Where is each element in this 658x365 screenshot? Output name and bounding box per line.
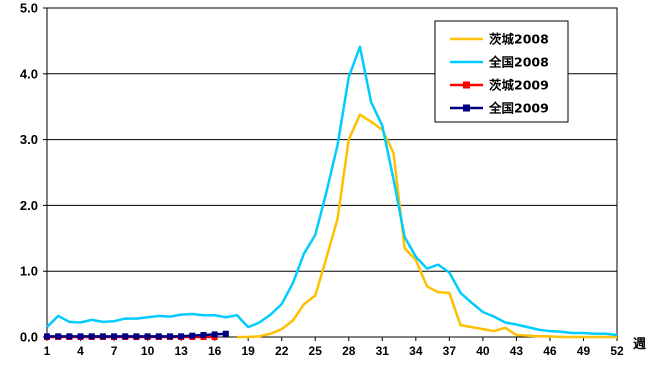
legend-item: 茨城2008 bbox=[450, 32, 549, 47]
x-tick-label: 52 bbox=[610, 344, 624, 358]
x-tick-label: 28 bbox=[342, 344, 356, 358]
x-tick-label: 49 bbox=[577, 344, 591, 358]
gridlines bbox=[47, 73, 617, 272]
legend-item: 全国2009 bbox=[450, 101, 549, 116]
x-tick-label: 4 bbox=[77, 344, 84, 358]
data-point bbox=[111, 333, 118, 340]
x-tick-label: 7 bbox=[111, 344, 118, 358]
legend-item: 全国2008 bbox=[450, 55, 549, 70]
x-axis-ticks: 1 4 7 10 13 16 19 22 25 28 31 34 37 40 43 46 49 52 bbox=[44, 337, 624, 358]
x-axis-label: 週 bbox=[633, 337, 646, 352]
x-tick-label: 1 bbox=[44, 344, 51, 358]
x-tick-label: 22 bbox=[275, 344, 289, 358]
legend-label: 全国2009 bbox=[488, 101, 549, 116]
series-lines bbox=[44, 45, 618, 340]
x-tick-label: 16 bbox=[208, 344, 222, 358]
legend-marker bbox=[463, 81, 470, 89]
y-tick-label: 3.0 bbox=[20, 132, 38, 147]
x-tick-label: 19 bbox=[241, 344, 255, 358]
data-point bbox=[44, 333, 50, 340]
data-point bbox=[178, 333, 185, 340]
data-point bbox=[133, 333, 140, 340]
data-point bbox=[222, 330, 229, 337]
legend-label: 茨城2009 bbox=[489, 78, 549, 93]
data-point bbox=[155, 333, 162, 340]
y-tick-label: 4.0 bbox=[20, 66, 38, 81]
data-point bbox=[211, 331, 218, 338]
data-point bbox=[189, 332, 196, 339]
x-tick-label: 46 bbox=[543, 344, 557, 358]
x-tick-label: 40 bbox=[476, 344, 490, 358]
legend-label: 茨城2008 bbox=[489, 32, 549, 47]
x-tick-label: 43 bbox=[510, 344, 524, 358]
data-point bbox=[122, 333, 129, 340]
data-point bbox=[200, 332, 207, 339]
data-point bbox=[88, 333, 95, 340]
data-point bbox=[144, 333, 151, 340]
x-tick-label: 34 bbox=[409, 344, 423, 358]
x-tick-label: 25 bbox=[309, 344, 323, 358]
y-tick-label: 2.0 bbox=[20, 198, 38, 213]
legend: 茨城2008 全国2008 茨城2009 全国2009 bbox=[434, 20, 569, 123]
series-line bbox=[237, 113, 617, 339]
series-4 bbox=[44, 330, 229, 340]
x-tick-label: 37 bbox=[443, 344, 457, 358]
legend-marker bbox=[463, 104, 470, 112]
x-tick-label: 10 bbox=[141, 344, 155, 358]
data-point bbox=[166, 333, 173, 340]
y-tick-label: 1.0 bbox=[20, 264, 38, 279]
y-axis-ticks: 0.0 1.0 2.0 3.0 4.0 5.0 bbox=[20, 1, 47, 345]
series-2 bbox=[46, 45, 618, 337]
series-1 bbox=[237, 113, 617, 339]
legend-label: 全国2008 bbox=[488, 55, 549, 70]
legend-item: 茨城2009 bbox=[450, 78, 549, 93]
x-tick-label: 13 bbox=[174, 344, 188, 358]
y-tick-label: 5.0 bbox=[20, 1, 38, 16]
y-tick-label: 0.0 bbox=[20, 330, 38, 345]
data-point bbox=[77, 333, 84, 340]
data-point bbox=[99, 333, 106, 340]
data-point bbox=[55, 333, 62, 340]
data-point bbox=[66, 333, 73, 340]
series-line bbox=[46, 45, 618, 337]
x-tick-label: 31 bbox=[376, 344, 390, 358]
